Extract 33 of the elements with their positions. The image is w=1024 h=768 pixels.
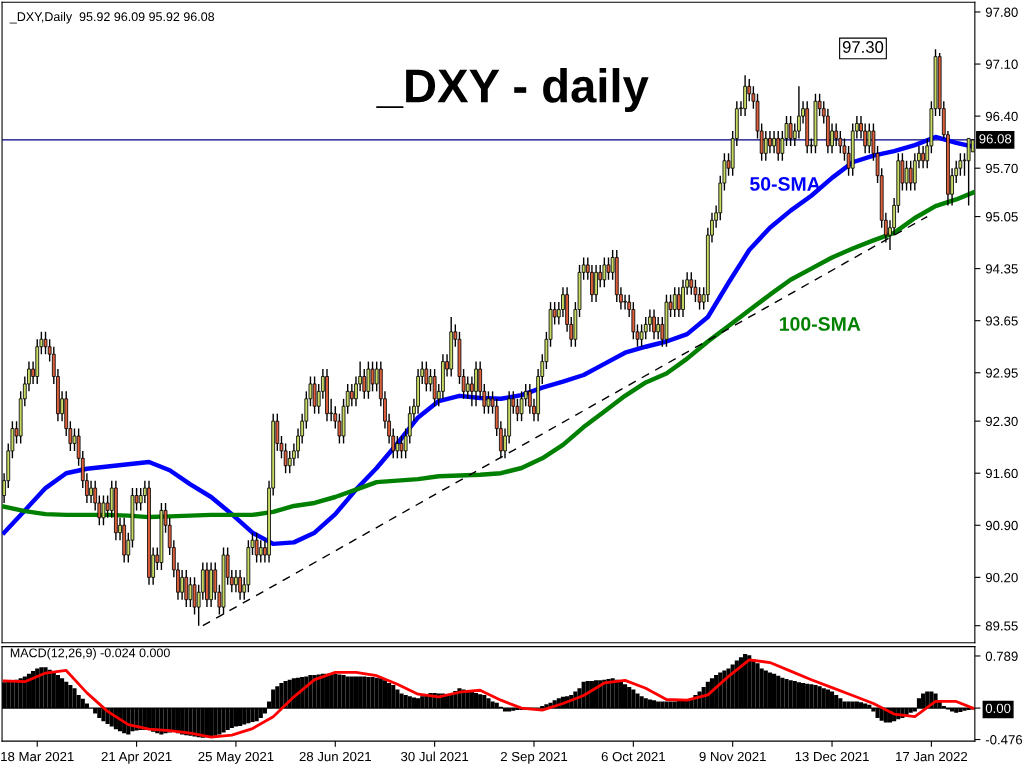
x-tick-label: 13 Dec 2021 bbox=[795, 751, 869, 762]
x-tick-label: 17 Jan 2022 bbox=[896, 751, 968, 762]
x-tick-label: 2 Sep 2021 bbox=[500, 751, 568, 764]
y-tick-label: 97.10 bbox=[985, 59, 1018, 69]
annotation: _DXY,Daily 95.92 96.09 95.92 96.08 bbox=[9, 11, 215, 24]
x-tick-label: 21 Apr 2021 bbox=[101, 751, 172, 764]
y-tick-label: 91.60 bbox=[985, 468, 1018, 479]
text: _DXY - daily bbox=[376, 68, 649, 113]
y-tick-label: 95.05 bbox=[985, 212, 1018, 222]
y-tick-label: 94.35 bbox=[985, 264, 1018, 274]
x-tick-label: 18 Mar 2021 bbox=[1, 751, 74, 762]
series-label: 100-SMA bbox=[779, 317, 861, 331]
x-tick-label: 30 Jul 2021 bbox=[401, 751, 469, 762]
y-tick-label: 92.30 bbox=[985, 416, 1018, 427]
annotation: 97.30 bbox=[842, 41, 884, 53]
annotation: MACD(12,26,9) -0.024 0.000 bbox=[10, 648, 170, 660]
y-tick-label: 90.20 bbox=[985, 572, 1018, 583]
series-label: 50-SMA bbox=[750, 177, 821, 191]
y-tick-label: 89.55 bbox=[985, 621, 1018, 631]
y-tick-label: -0.476 bbox=[985, 735, 1023, 745]
ref-line-label: 96.08 bbox=[979, 134, 1012, 144]
y-tick-label: 92.95 bbox=[985, 368, 1018, 378]
y-tick-label: 0.00 bbox=[985, 703, 1011, 713]
x-tick-label: 28 Jun 2021 bbox=[299, 751, 371, 762]
y-tick-label: 95.70 bbox=[985, 163, 1018, 174]
x-tick-label: 6 Oct 2021 bbox=[601, 751, 665, 762]
x-tick-label: 9 Nov 2021 bbox=[699, 751, 766, 762]
y-tick-label: 90.90 bbox=[985, 520, 1018, 531]
x-tick-label: 25 May 2021 bbox=[198, 751, 274, 764]
y-tick-label: 96.40 bbox=[985, 111, 1018, 122]
y-tick-label: 97.80 bbox=[985, 7, 1018, 17]
y-tick-label: 0.789 bbox=[985, 651, 1018, 661]
y-tick-label: 93.65 bbox=[985, 316, 1018, 326]
